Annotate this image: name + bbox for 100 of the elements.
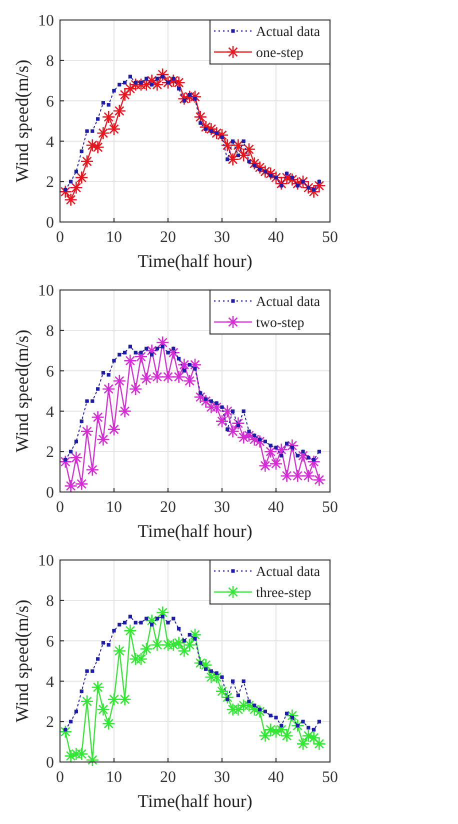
point [215,128,229,142]
point [139,80,143,84]
point [198,121,202,125]
point [253,160,266,174]
point [74,710,78,714]
legend-label: two-step [256,316,304,331]
point [290,718,304,732]
y-tick-label: 2 [46,714,54,732]
point [172,616,176,620]
point [86,138,100,152]
point [193,636,197,641]
point [74,477,88,491]
point [236,430,250,444]
point [215,684,229,698]
point [247,700,251,704]
point [307,731,320,744]
point [280,454,284,458]
y-axis-title: Wind speed(m/s) [12,600,32,722]
point [118,692,132,706]
point [172,636,186,650]
point [150,370,164,384]
point [204,127,208,131]
x-tick-label: 20 [160,769,176,786]
point [286,708,299,722]
point [134,652,148,666]
point [155,76,159,80]
point [290,446,294,450]
point [128,652,142,666]
point [85,669,89,673]
y-tick-label: 4 [46,404,54,421]
point [306,186,310,190]
point [317,720,321,724]
point [177,626,181,630]
legend-label: three-step [256,586,312,601]
y-tick-label: 10 [38,12,54,30]
point [301,180,305,184]
point [236,424,240,428]
y-tick-label: 6 [46,363,54,380]
point [150,622,154,626]
point [58,725,72,738]
point [118,622,122,626]
point [247,160,251,164]
point [194,110,208,124]
point [286,438,299,452]
point [264,723,278,736]
point [198,661,202,665]
point [96,432,110,446]
point [150,82,154,86]
x-tick-label: 30 [214,499,230,516]
x-tick-label: 30 [214,229,230,246]
point [274,716,278,720]
y-tick-label: 8 [46,53,54,70]
point [285,712,289,716]
point [312,178,326,192]
point [58,185,72,198]
x-tick-label: 30 [214,769,230,786]
point [306,456,310,460]
x-axis-title: Time(half hour) [138,251,252,271]
point [156,68,170,82]
point [242,142,256,156]
point [118,352,122,356]
point [231,409,235,413]
y-tick-label: 0 [46,754,54,772]
point [198,391,202,395]
point [155,346,159,350]
y-tick-label: 4 [46,674,54,691]
point [199,394,212,408]
point [296,174,310,188]
point [290,176,304,190]
point [280,184,284,188]
point [70,451,83,464]
point [280,469,294,482]
point [124,354,137,368]
point [193,366,197,371]
point [139,620,143,624]
point [134,620,138,624]
point [242,139,246,143]
legend-label: Actual data [256,294,321,310]
point [264,444,278,458]
point [134,350,148,364]
point [134,78,148,92]
point [160,344,164,348]
point [69,450,73,454]
x-tick-label: 50 [322,499,338,516]
point [112,644,126,658]
point [204,122,218,136]
point [317,450,321,454]
point [286,172,299,186]
point [236,154,240,158]
point [182,374,196,388]
point [194,656,208,670]
point [182,638,196,652]
point [280,729,294,742]
legend-label: one-step [256,46,304,61]
y-tick-label: 8 [46,593,54,610]
point [188,90,202,104]
point [301,720,305,724]
point [258,438,262,442]
point [80,694,94,708]
x-tick-label: 40 [268,499,284,516]
